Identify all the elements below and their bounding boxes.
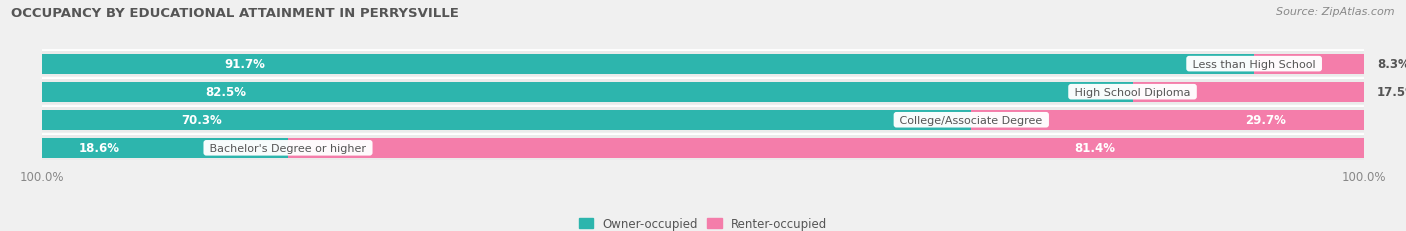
Bar <box>1133 82 1364 102</box>
Text: 29.7%: 29.7% <box>1246 114 1286 127</box>
Text: 70.3%: 70.3% <box>181 114 222 127</box>
Bar <box>972 110 1364 130</box>
Bar <box>42 138 1364 158</box>
Bar <box>42 82 1133 102</box>
Bar <box>42 82 1364 102</box>
Bar <box>42 110 972 130</box>
Bar <box>42 110 1364 130</box>
Bar <box>42 108 1364 133</box>
Bar <box>288 138 1364 158</box>
Bar <box>1133 82 1364 102</box>
Text: Less than High School: Less than High School <box>1189 59 1319 69</box>
Text: Bachelor's Degree or higher: Bachelor's Degree or higher <box>207 143 370 153</box>
Bar <box>42 80 1364 105</box>
Text: 17.5%: 17.5% <box>1376 86 1406 99</box>
Bar <box>1254 54 1364 74</box>
Legend: Owner-occupied, Renter-occupied: Owner-occupied, Renter-occupied <box>574 213 832 231</box>
Bar <box>288 138 1364 158</box>
Text: 82.5%: 82.5% <box>205 86 246 99</box>
Bar <box>42 54 1364 74</box>
Text: OCCUPANCY BY EDUCATIONAL ATTAINMENT IN PERRYSVILLE: OCCUPANCY BY EDUCATIONAL ATTAINMENT IN P… <box>11 7 460 20</box>
Text: High School Diploma: High School Diploma <box>1071 87 1194 97</box>
Bar <box>42 52 1364 77</box>
Text: 18.6%: 18.6% <box>79 142 120 155</box>
Text: Source: ZipAtlas.com: Source: ZipAtlas.com <box>1277 7 1395 17</box>
Text: College/Associate Degree: College/Associate Degree <box>897 115 1046 125</box>
Text: 8.3%: 8.3% <box>1376 58 1406 71</box>
Text: 91.7%: 91.7% <box>224 58 264 71</box>
Text: 81.4%: 81.4% <box>1074 142 1115 155</box>
Bar <box>42 136 1364 161</box>
Bar <box>1254 54 1364 74</box>
Bar <box>972 110 1364 130</box>
Bar <box>42 138 288 158</box>
Bar <box>42 54 1254 74</box>
